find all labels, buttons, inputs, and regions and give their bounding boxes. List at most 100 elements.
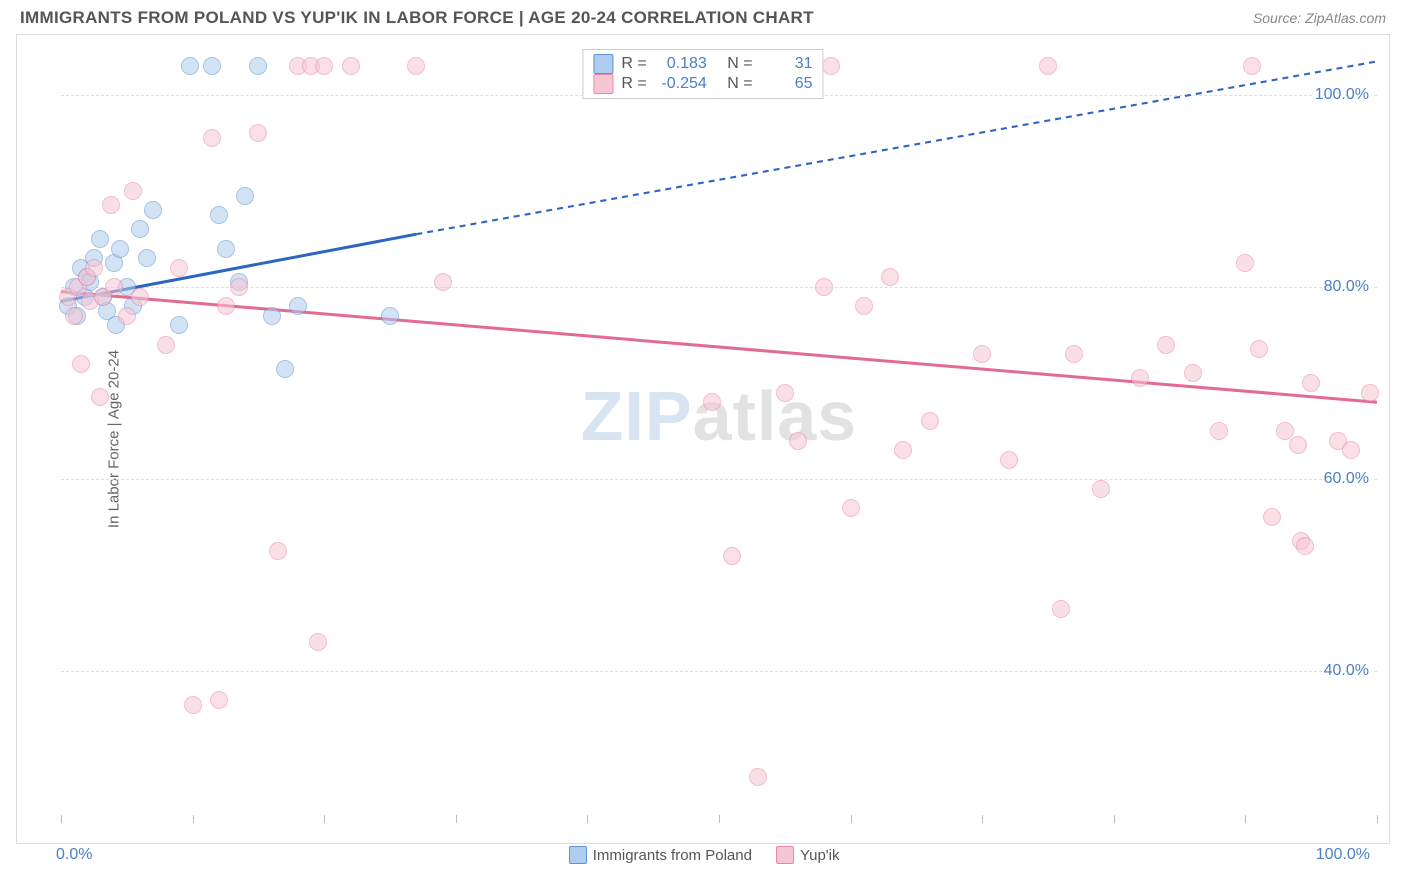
data-point-poland bbox=[210, 206, 228, 224]
data-point-yupik bbox=[230, 278, 248, 296]
data-point-yupik bbox=[1157, 336, 1175, 354]
data-point-yupik bbox=[894, 441, 912, 459]
data-point-yupik bbox=[407, 57, 425, 75]
x-tick bbox=[1114, 815, 1115, 823]
data-point-yupik bbox=[131, 288, 149, 306]
data-point-poland bbox=[217, 240, 235, 258]
data-point-yupik bbox=[855, 297, 873, 315]
swatch-poland-icon bbox=[569, 846, 587, 864]
data-point-yupik bbox=[789, 432, 807, 450]
data-point-yupik bbox=[723, 547, 741, 565]
data-point-yupik bbox=[315, 57, 333, 75]
data-point-poland bbox=[381, 307, 399, 325]
data-point-yupik bbox=[1302, 374, 1320, 392]
data-point-yupik bbox=[1184, 364, 1202, 382]
data-point-poland bbox=[289, 297, 307, 315]
data-point-yupik bbox=[1342, 441, 1360, 459]
watermark: ZIPatlas bbox=[581, 376, 857, 456]
x-axis-footer: 0.0% Immigrants from Poland Yup'ik 100.0… bbox=[0, 844, 1406, 864]
r-label: R = bbox=[621, 55, 646, 73]
data-point-yupik bbox=[1296, 537, 1314, 555]
data-point-yupik bbox=[1092, 480, 1110, 498]
data-point-yupik bbox=[85, 259, 103, 277]
r-label: R = bbox=[621, 75, 646, 93]
data-point-yupik bbox=[210, 691, 228, 709]
data-point-poland bbox=[131, 220, 149, 238]
legend-item-yupik: Yup'ik bbox=[776, 846, 840, 864]
source-attribution: Source: ZipAtlas.com bbox=[1253, 10, 1386, 26]
trend-lines-layer bbox=[61, 47, 1377, 815]
data-point-yupik bbox=[434, 273, 452, 291]
data-point-yupik bbox=[776, 384, 794, 402]
x-tick bbox=[456, 815, 457, 823]
data-point-yupik bbox=[1243, 57, 1261, 75]
chart-container: In Labor Force | Age 20-24 ZIPatlas 40.0… bbox=[16, 34, 1390, 844]
data-point-yupik bbox=[921, 412, 939, 430]
data-point-poland bbox=[111, 240, 129, 258]
n-value-poland: 31 bbox=[761, 55, 813, 73]
legend-label-poland: Immigrants from Poland bbox=[593, 847, 752, 864]
data-point-yupik bbox=[203, 129, 221, 147]
data-point-yupik bbox=[703, 393, 721, 411]
data-point-yupik bbox=[124, 182, 142, 200]
y-tick-label: 60.0% bbox=[1322, 470, 1371, 488]
data-point-yupik bbox=[65, 307, 83, 325]
data-point-yupik bbox=[1039, 57, 1057, 75]
x-tick bbox=[1377, 815, 1378, 823]
data-point-yupik bbox=[1052, 600, 1070, 618]
data-point-poland bbox=[263, 307, 281, 325]
data-point-poland bbox=[170, 316, 188, 334]
r-value-poland: 0.183 bbox=[655, 55, 707, 73]
x-tick bbox=[193, 815, 194, 823]
legend-label-yupik: Yup'ik bbox=[800, 847, 840, 864]
data-point-yupik bbox=[1131, 369, 1149, 387]
data-point-yupik bbox=[91, 388, 109, 406]
x-axis-min-label: 0.0% bbox=[56, 846, 92, 864]
y-tick-label: 80.0% bbox=[1322, 278, 1371, 296]
data-point-yupik bbox=[842, 499, 860, 517]
y-tick-label: 40.0% bbox=[1322, 662, 1371, 680]
legend-item-poland: Immigrants from Poland bbox=[569, 846, 752, 864]
swatch-yupik-icon bbox=[593, 74, 613, 94]
gridline-h bbox=[61, 287, 1377, 288]
stats-row-poland: R = 0.183 N = 31 bbox=[593, 54, 812, 74]
data-point-yupik bbox=[1250, 340, 1268, 358]
n-label: N = bbox=[727, 55, 752, 73]
plot-area: ZIPatlas 40.0% 60.0% 80.0% 100.0% bbox=[61, 47, 1377, 815]
y-tick-label: 100.0% bbox=[1313, 86, 1371, 104]
x-tick bbox=[982, 815, 983, 823]
data-point-poland bbox=[276, 360, 294, 378]
x-tick bbox=[324, 815, 325, 823]
data-point-yupik bbox=[157, 336, 175, 354]
gridline-h bbox=[61, 671, 1377, 672]
trendline-dashed-poland bbox=[416, 61, 1377, 234]
x-tick bbox=[1245, 815, 1246, 823]
n-label: N = bbox=[727, 75, 752, 93]
chart-title: IMMIGRANTS FROM POLAND VS YUP'IK IN LABO… bbox=[20, 8, 814, 28]
r-value-yupik: -0.254 bbox=[655, 75, 707, 93]
stats-legend: R = 0.183 N = 31 R = -0.254 N = 65 bbox=[582, 49, 823, 99]
n-value-yupik: 65 bbox=[761, 75, 813, 93]
data-point-yupik bbox=[815, 278, 833, 296]
data-point-yupik bbox=[1263, 508, 1281, 526]
gridline-h bbox=[61, 479, 1377, 480]
data-point-yupik bbox=[72, 355, 90, 373]
trendline-solid-yupik bbox=[61, 292, 1377, 402]
x-tick bbox=[587, 815, 588, 823]
swatch-poland-icon bbox=[593, 54, 613, 74]
data-point-yupik bbox=[973, 345, 991, 363]
data-point-poland bbox=[144, 201, 162, 219]
data-point-poland bbox=[236, 187, 254, 205]
data-point-yupik bbox=[342, 57, 360, 75]
data-point-poland bbox=[249, 57, 267, 75]
data-point-yupik bbox=[170, 259, 188, 277]
data-point-poland bbox=[138, 249, 156, 267]
data-point-yupik bbox=[118, 307, 136, 325]
data-point-yupik bbox=[1210, 422, 1228, 440]
x-axis-max-label: 100.0% bbox=[1316, 846, 1370, 864]
data-point-yupik bbox=[184, 696, 202, 714]
data-point-yupik bbox=[102, 196, 120, 214]
data-point-poland bbox=[203, 57, 221, 75]
data-point-yupik bbox=[1065, 345, 1083, 363]
data-point-yupik bbox=[749, 768, 767, 786]
